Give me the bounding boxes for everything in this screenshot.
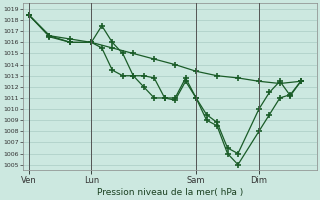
X-axis label: Pression niveau de la mer( hPa ): Pression niveau de la mer( hPa ) (97, 188, 243, 197)
